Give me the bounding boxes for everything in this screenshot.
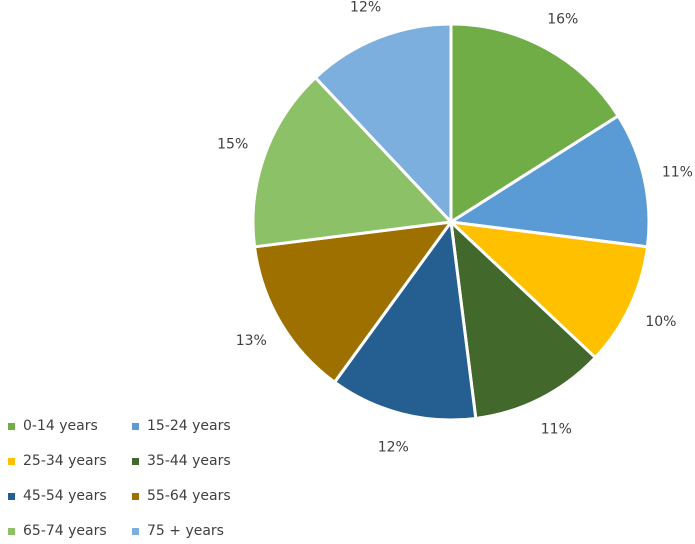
data-label-65-74-years: 15% [217, 136, 248, 152]
data-label-35-44-years: 11% [541, 422, 572, 438]
pie-slice-35-44-years [448, 218, 598, 421]
data-label-75-years: 12% [350, 0, 381, 15]
pie-slice-25-34-years [446, 219, 650, 360]
data-label-25-34-years: 10% [645, 314, 676, 330]
legend-item-65-74-years: 65-74 years [8, 523, 107, 539]
pie-slice-15-24-years [446, 113, 651, 249]
legend-item-75-years: 75 + years [132, 523, 224, 539]
legend-label: 35-44 years [147, 453, 231, 469]
legend-label: 0-14 years [23, 418, 98, 434]
legend-swatch [132, 457, 139, 465]
legend-label: 25-34 years [23, 453, 107, 469]
legend-swatch [8, 457, 15, 465]
legend-item-0-14-years: 0-14 years [8, 418, 98, 434]
legend-label: 15-24 years [147, 418, 231, 434]
legend-swatch [132, 422, 139, 430]
pie-slices [251, 22, 651, 422]
pie-slice-55-64-years [252, 220, 455, 385]
legend-swatch [132, 527, 139, 535]
legend-swatch [132, 492, 139, 500]
legend-item-35-44-years: 35-44 years [132, 453, 231, 469]
legend-swatch [8, 492, 15, 500]
pie-slice-75-years [313, 22, 453, 226]
legend-swatch [8, 422, 15, 430]
legend-item-45-54-years: 45-54 years [8, 488, 107, 504]
legend-label: 45-54 years [23, 488, 107, 504]
pie-data-labels: 16% 11% 10% 11% 12% 13% 15% 12% [217, 0, 693, 456]
legend-label: 75 + years [147, 523, 224, 539]
legend-label: 65-74 years [23, 523, 107, 539]
data-label-0-14-years: 16% [547, 12, 578, 28]
legend-item-25-34-years: 25-34 years [8, 453, 107, 469]
legend-swatch [8, 527, 15, 535]
pie-slice-65-74-years [251, 75, 455, 249]
pie-slice-0-14-years [449, 22, 621, 225]
pie-slice-45-54-years [332, 218, 478, 422]
legend-item-15-24-years: 15-24 years [132, 418, 231, 434]
data-label-15-24-years: 11% [662, 164, 693, 180]
legend-label: 55-64 years [147, 488, 231, 504]
legend-item-55-64-years: 55-64 years [132, 488, 231, 504]
data-label-45-54-years: 12% [378, 440, 409, 456]
data-label-55-64-years: 13% [236, 333, 267, 349]
